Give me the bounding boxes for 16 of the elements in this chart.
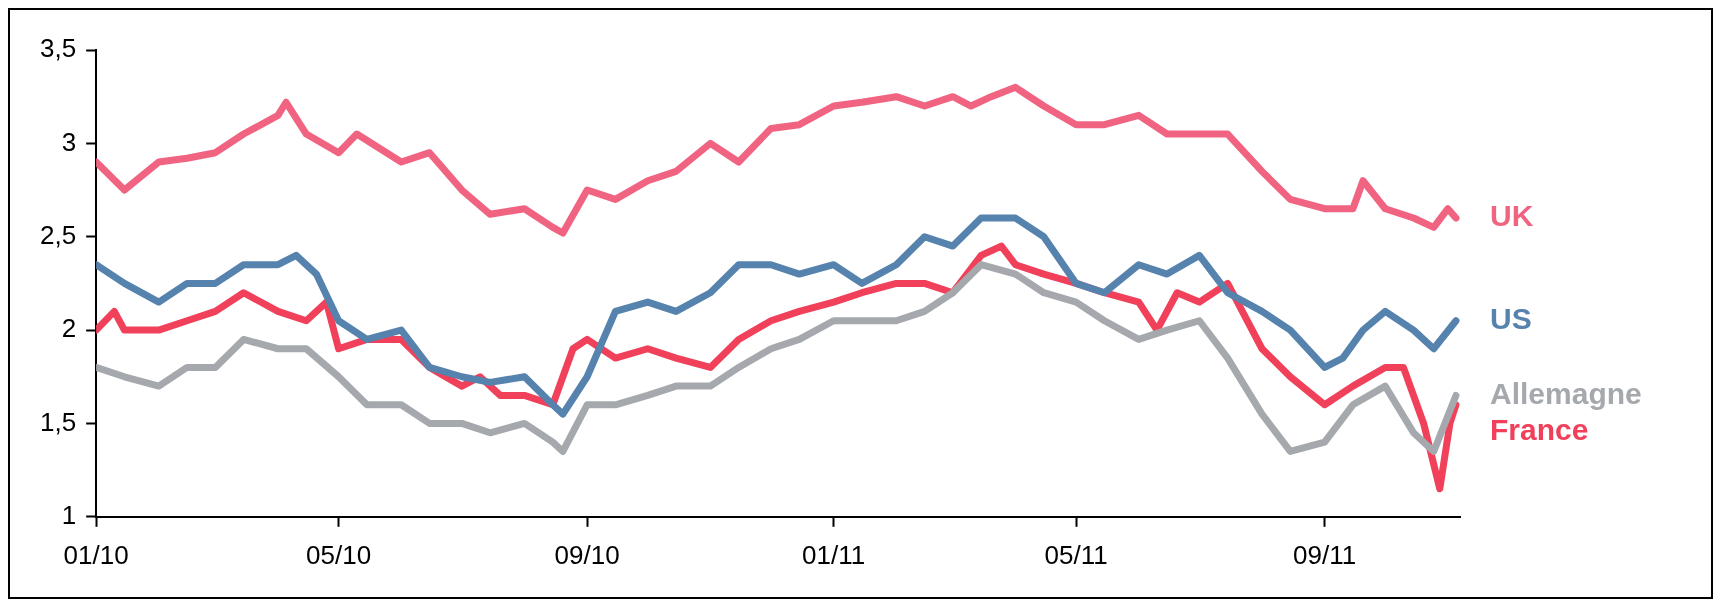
x-tick-label: 05/10 <box>306 539 372 570</box>
x-tick-label: 09/11 <box>1293 539 1357 570</box>
y-tick-label: 1 <box>61 499 77 530</box>
x-tick-label: 09/10 <box>554 539 620 570</box>
series-label: France <box>1490 412 1589 446</box>
series-label: US <box>1490 302 1532 336</box>
y-tick-label: 1,5 <box>39 406 77 437</box>
y-tick-label: 2 <box>61 313 77 344</box>
y-tick-label: 2,5 <box>39 219 77 250</box>
x-tick-label: 01/11 <box>802 539 866 570</box>
x-tick-label: 05/11 <box>1044 539 1108 570</box>
y-tick-label: 3,5 <box>39 33 77 64</box>
series-label: Allemagne <box>1490 376 1642 410</box>
x-tick-label: 01/10 <box>63 539 129 570</box>
y-tick-label: 3 <box>61 126 77 157</box>
series-label: UK <box>1490 199 1534 233</box>
